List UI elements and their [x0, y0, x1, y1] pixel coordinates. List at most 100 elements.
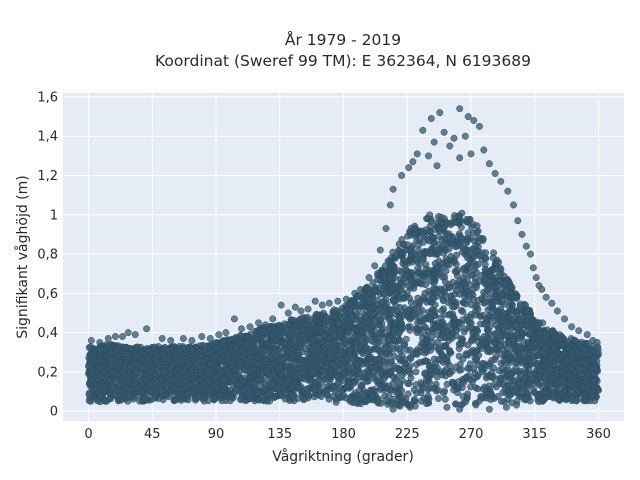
scatter-point	[435, 232, 443, 240]
scatter-point	[515, 378, 523, 386]
scatter-point	[253, 335, 261, 343]
scatter-point	[481, 265, 489, 273]
scatter-point	[533, 362, 541, 370]
scatter-point	[550, 343, 558, 351]
scatter-point	[451, 258, 459, 266]
scatter-point	[380, 358, 388, 366]
scatter-point	[457, 340, 464, 348]
scatter-point	[381, 374, 389, 382]
scatter-point	[554, 350, 562, 358]
scatter-point	[427, 371, 435, 378]
scatter-point	[224, 393, 232, 401]
scatter-point	[405, 367, 413, 375]
scatter-point	[441, 395, 449, 403]
scatter-point	[477, 394, 485, 402]
scatter-point	[494, 328, 502, 336]
scatter-point	[358, 321, 366, 329]
scatter-point	[413, 326, 421, 334]
scatter-point	[374, 395, 382, 403]
scatter-point	[174, 371, 182, 378]
scatter-point	[455, 352, 463, 360]
scatter-point	[165, 393, 172, 401]
scatter-point	[567, 335, 575, 343]
scatter-point	[351, 379, 359, 387]
scatter-point	[504, 350, 512, 358]
scatter-point	[482, 299, 489, 306]
scatter-point	[549, 375, 557, 383]
scatter-point	[407, 374, 415, 382]
scatter-point	[435, 395, 442, 402]
scatter-point	[472, 284, 480, 291]
scatter-point	[584, 339, 591, 347]
scatter-point	[516, 367, 524, 375]
scatter-point	[470, 252, 478, 260]
scatter-point	[126, 363, 134, 370]
chart-title: År 1979 - 2019	[285, 30, 401, 49]
scatter-point	[491, 292, 499, 300]
scatter-point	[484, 306, 492, 314]
scatter-point	[338, 386, 346, 394]
scatter-point	[397, 286, 405, 294]
scatter-point	[370, 368, 378, 376]
scatter-point	[358, 360, 366, 368]
scatter-point	[460, 379, 468, 387]
scatter-point	[377, 368, 385, 376]
scatter-point	[373, 345, 381, 353]
scatter-point	[463, 254, 471, 261]
scatter-point	[167, 377, 175, 385]
scatter-point	[252, 359, 260, 367]
scatter-point	[331, 338, 339, 346]
scatter-point	[346, 299, 354, 307]
scatter-point	[281, 389, 289, 397]
scatter-point	[435, 213, 442, 221]
scatter-point	[382, 397, 390, 405]
scatter-point	[391, 297, 399, 305]
scatter-point	[314, 311, 322, 319]
scatter-point	[438, 287, 446, 294]
scatter-point	[150, 394, 157, 402]
scatter-point	[459, 308, 467, 316]
scatter-point	[471, 374, 479, 382]
scatter-point	[419, 231, 427, 239]
scatter-point	[278, 370, 286, 378]
scatter-point	[192, 369, 200, 377]
scatter-point	[506, 298, 514, 306]
scatter-point	[309, 320, 317, 328]
scatter-point	[541, 329, 549, 337]
scatter-point	[407, 276, 415, 284]
scatter-point	[398, 399, 406, 407]
scatter-point	[479, 368, 487, 375]
scatter-point	[387, 358, 394, 366]
scatter-point	[409, 242, 417, 250]
scatter-point	[219, 382, 227, 390]
scatter-point	[488, 283, 496, 291]
scatter-point	[355, 301, 363, 309]
scatter-point	[452, 243, 459, 251]
scatter-point	[476, 312, 484, 320]
scatter-point	[510, 388, 518, 396]
scatter-point	[507, 370, 515, 378]
scatter-point	[526, 349, 533, 357]
scatter-point	[246, 394, 254, 402]
scatter-point	[527, 342, 535, 350]
scatter-point	[490, 339, 498, 347]
scatter-point	[441, 387, 449, 395]
scatter-point	[377, 384, 385, 392]
scatter-point	[300, 375, 308, 383]
scatter-point	[123, 350, 131, 358]
scatter-point	[197, 363, 204, 371]
scatter-point	[563, 356, 571, 364]
scatter-point	[508, 306, 516, 313]
scatter-point	[418, 307, 426, 314]
scatter-point	[419, 255, 427, 263]
scatter-point	[431, 301, 439, 309]
scatter-point	[404, 390, 412, 398]
scatter-point	[273, 385, 281, 393]
scatter-point	[304, 385, 312, 393]
scatter-point	[275, 362, 283, 370]
scatter-point	[474, 327, 482, 335]
scatter-point	[320, 331, 328, 339]
scatter-point	[526, 330, 534, 338]
scatter-point	[315, 327, 323, 335]
scatter-point	[453, 219, 461, 227]
